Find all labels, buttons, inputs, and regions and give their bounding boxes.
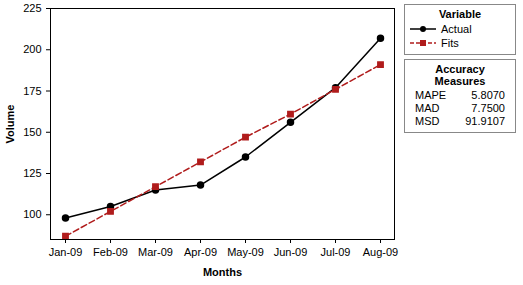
html-text:Accuracy Measures: Accuracy Measures — [434, 63, 486, 87]
svg-text:175: 175 — [23, 85, 41, 97]
html-text:5.8070: 5.8070 — [471, 89, 505, 101]
svg-text:Volume: Volume — [4, 105, 16, 144]
svg-text:100: 100 — [23, 208, 41, 220]
svg-text:Months: Months — [203, 266, 242, 278]
svg-text:200: 200 — [23, 43, 41, 55]
svg-text:Jan-09: Jan-09 — [49, 246, 83, 258]
svg-text:Jul-09: Jul-09 — [321, 246, 351, 258]
svg-text:Feb-09: Feb-09 — [93, 246, 128, 258]
svg-text:Aug-09: Aug-09 — [363, 246, 398, 258]
html-text:Actual: Actual — [441, 23, 472, 35]
svg-text:225: 225 — [23, 2, 41, 14]
svg-text:Jun-09: Jun-09 — [274, 246, 308, 258]
html-text:Fits: Fits — [441, 37, 459, 49]
svg-text:125: 125 — [23, 167, 41, 179]
svg-text:Apr-09: Apr-09 — [184, 246, 217, 258]
svg-text:Mar-09: Mar-09 — [138, 246, 173, 258]
html-text:7.7500: 7.7500 — [471, 102, 505, 114]
html-text:MAPE: MAPE — [415, 89, 447, 101]
html-text:Variable: Variable — [438, 8, 482, 20]
html-text:MSD: MSD — [415, 115, 440, 127]
html-text:MAD: MAD — [415, 102, 440, 114]
html-text:91.9107: 91.9107 — [465, 115, 505, 127]
svg-text:May-09: May-09 — [227, 246, 264, 258]
svg-text:150: 150 — [23, 126, 41, 138]
